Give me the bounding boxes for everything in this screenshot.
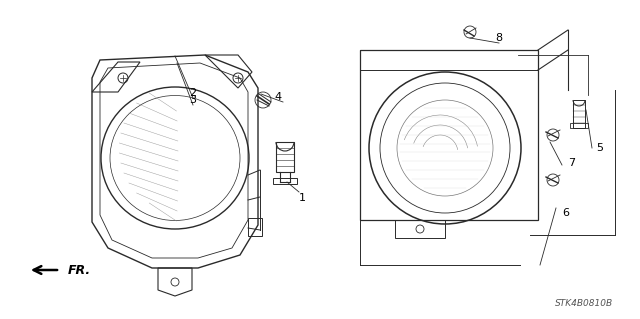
Text: 6: 6 <box>563 208 570 218</box>
Text: 5: 5 <box>596 143 604 153</box>
Text: 7: 7 <box>568 158 575 168</box>
Text: 2: 2 <box>189 88 196 98</box>
Bar <box>273 178 297 184</box>
Text: 4: 4 <box>275 92 282 102</box>
Bar <box>360 50 538 70</box>
Bar <box>570 123 588 128</box>
Text: 1: 1 <box>298 193 305 203</box>
Text: FR.: FR. <box>68 263 91 277</box>
Bar <box>360 50 538 220</box>
Text: 8: 8 <box>495 33 502 43</box>
Text: STK4B0810B: STK4B0810B <box>555 299 613 308</box>
Bar <box>248 218 262 236</box>
Bar <box>573 100 585 128</box>
Bar <box>395 220 445 238</box>
Text: 3: 3 <box>189 95 196 105</box>
